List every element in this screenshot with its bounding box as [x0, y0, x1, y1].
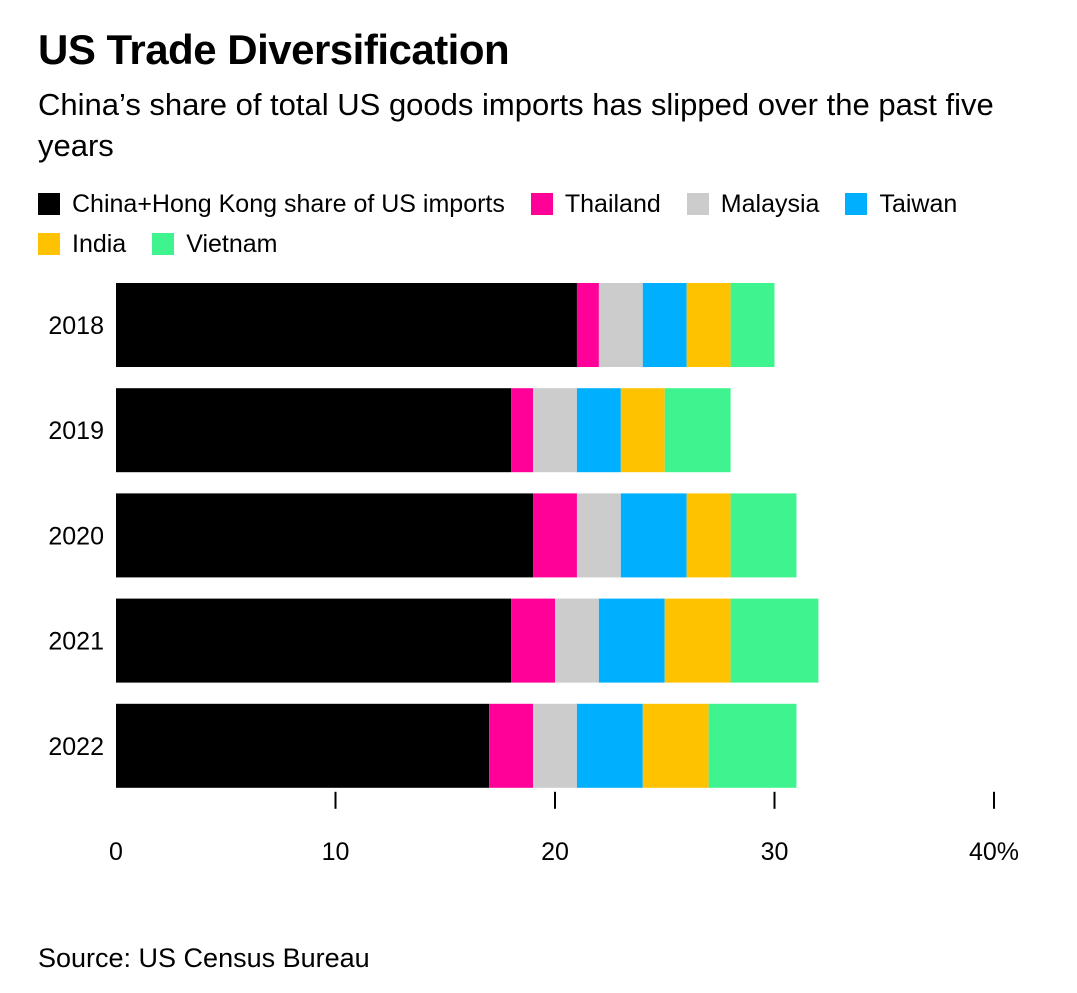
x-tick-label: 30 — [761, 838, 789, 866]
stacked-bar-chart: 2018 2019 2020 2021 2022 0 10 20 30 40% — [48, 283, 1019, 866]
legend-swatch — [38, 193, 60, 215]
y-tick-label: 2018 — [48, 312, 104, 340]
bar-segment-malaysia-2022 — [533, 703, 577, 788]
legend-item-vietnam: Vietnam — [152, 230, 277, 259]
bar-segment-china-hong-kong-share-of-us-imports-2021 — [116, 598, 512, 683]
bar-segment-india-2021 — [664, 598, 731, 683]
legend-swatch — [152, 233, 175, 255]
legend-label: Taiwan — [879, 189, 958, 218]
bar-segment-china-hong-kong-share-of-us-imports-2020 — [116, 493, 534, 578]
legend-item-thailand: Thailand — [530, 189, 661, 219]
legend-label: China+Hong Kong share of US imports — [72, 189, 505, 218]
bar-segment-thailand-2021 — [511, 598, 555, 683]
bar-segment-china-hong-kong-share-of-us-imports-2022 — [116, 703, 490, 788]
bar-segment-taiwan-2018 — [642, 283, 687, 367]
legend-item-india: India — [38, 230, 126, 259]
bar-segment-india-2020 — [686, 493, 731, 578]
legend-swatch — [686, 193, 709, 215]
x-tick-label: 10 — [322, 838, 350, 866]
y-tick-label: 2021 — [48, 628, 104, 656]
y-tick-label: 2022 — [48, 733, 104, 761]
legend-item-taiwan: Taiwan — [845, 190, 957, 219]
bar-segment-malaysia-2018 — [598, 283, 643, 367]
legend-swatch — [530, 193, 553, 215]
bar-segment-vietnam-2021 — [730, 598, 819, 683]
chart-subtitle: China’s share of total US goods imports … — [38, 87, 994, 163]
legend-item-china-hong-kong: China+Hong Kong share of US imports — [38, 190, 505, 219]
legend-label: Vietnam — [186, 229, 278, 258]
bar-segment-vietnam-2018 — [730, 283, 775, 367]
bar-segment-malaysia-2021 — [555, 598, 599, 683]
legend-row: India Vietnam — [38, 224, 1058, 264]
bar-segment-malaysia-2019 — [533, 388, 577, 473]
legend-swatch — [845, 193, 868, 215]
bar-segment-vietnam-2019 — [664, 388, 731, 473]
legend-label: Thailand — [564, 189, 661, 218]
bar-segment-taiwan-2022 — [576, 703, 643, 788]
bar-segment-china-hong-kong-share-of-us-imports-2018 — [116, 283, 577, 367]
y-tick-label: 2019 — [48, 417, 104, 445]
bar-segment-thailand-2019 — [511, 388, 534, 473]
bar-segment-thailand-2018 — [576, 283, 599, 367]
bar-segment-india-2022 — [642, 703, 709, 788]
chart-title: US Trade Diversification — [38, 26, 510, 73]
legend-label: India — [72, 229, 127, 258]
bar-segment-taiwan-2020 — [620, 493, 687, 578]
bar-segment-vietnam-2020 — [730, 493, 797, 578]
y-tick-label: 2020 — [48, 522, 104, 550]
bar-segment-thailand-2020 — [533, 493, 577, 578]
legend-row: China+Hong Kong share of US imports Thai… — [38, 184, 1058, 224]
bar-segment-india-2019 — [620, 388, 665, 473]
bar-segment-taiwan-2021 — [598, 598, 665, 683]
x-tick-label: 20 — [541, 838, 569, 866]
source-note: Source: US Census Bureau — [38, 943, 370, 973]
bar-segment-malaysia-2020 — [576, 493, 621, 578]
chart-legend: China+Hong Kong share of US imports Thai… — [38, 184, 1058, 264]
legend-label: Malaysia — [720, 189, 820, 218]
bar-segment-china-hong-kong-share-of-us-imports-2019 — [116, 388, 512, 473]
x-tick-label: 0 — [109, 838, 123, 866]
bar-segment-vietnam-2022 — [708, 703, 797, 788]
bar-segment-thailand-2022 — [489, 703, 534, 788]
x-tick-label: 40% — [969, 838, 1019, 866]
legend-item-malaysia: Malaysia — [686, 189, 820, 219]
legend-swatch — [38, 233, 60, 255]
bar-segment-india-2018 — [686, 283, 731, 367]
bar-segment-taiwan-2019 — [576, 388, 621, 473]
